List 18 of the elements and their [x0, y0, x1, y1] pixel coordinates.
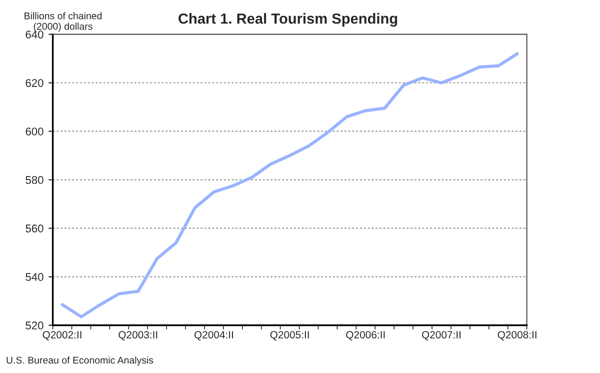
x-tick-label: Q2003:II [118, 331, 158, 340]
x-tick-label: Q2002:II [42, 331, 82, 340]
y-tick-label: 600 [26, 128, 44, 136]
x-tick-label: Q2005:II [270, 331, 309, 340]
y-axis-title: Billions of chained (2000) dollars [24, 12, 102, 32]
y-tick-label: 540 [26, 273, 44, 281]
line-series [60, 52, 519, 318]
x-tick-label: Q2007:II [422, 331, 460, 340]
y-tick-label: 580 [26, 176, 44, 184]
y-tick-label: 640 [26, 30, 44, 38]
y-tick-label: 620 [26, 79, 44, 87]
x-tick-label: Q2008:II [498, 331, 536, 340]
x-tick-label: Q2006:II [346, 331, 385, 340]
y-tick-label: 560 [26, 224, 44, 232]
chart-title: Chart 1. Real Tourism Spending [178, 13, 398, 27]
text: U.S. Bureau of Economic Analysis [6, 356, 154, 366]
y-tick-label: 520 [26, 322, 44, 330]
x-tick-label: Q2004:II [194, 331, 233, 340]
